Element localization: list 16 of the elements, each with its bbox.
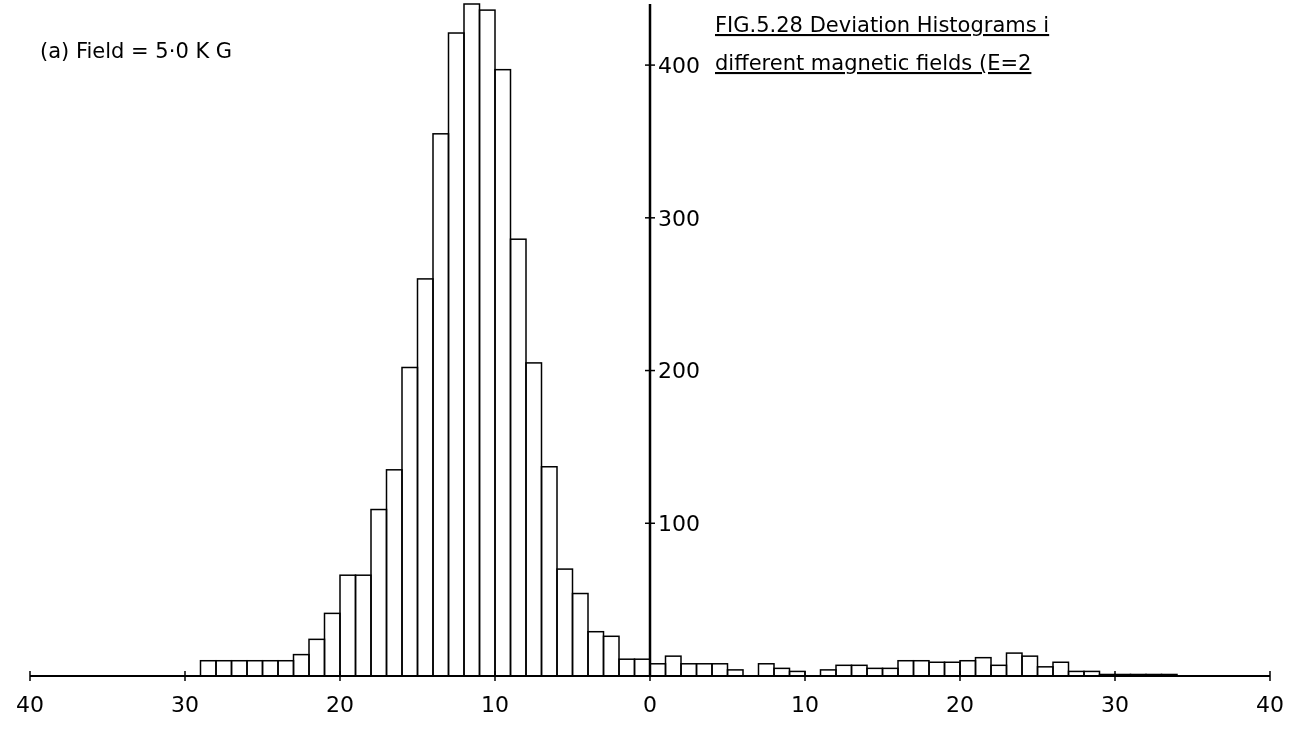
chart-title: FIG.5.28 Deviation Histograms i <box>715 13 1050 37</box>
annotation: (a) Field = 5·0 K G <box>40 39 233 63</box>
x-tick-label: 40 <box>16 692 44 717</box>
x-tick-label: 30 <box>1101 692 1129 717</box>
text: different magnetic fields (E=2 <box>715 51 1032 75</box>
x-tick-label: 0 <box>643 692 657 717</box>
y-tick-label: 400 <box>658 52 700 78</box>
x-tick-label: 10 <box>481 692 509 717</box>
x-tick-label: 10 <box>791 692 819 717</box>
x-tick-label: 20 <box>326 692 354 717</box>
y-tick-label: 200 <box>658 358 700 384</box>
x-tick-label: 30 <box>171 692 199 717</box>
x-tick-label: 40 <box>1256 692 1284 717</box>
x-tick-label: 20 <box>946 692 974 717</box>
y-tick-label: 300 <box>658 205 700 231</box>
y-tick-label: 100 <box>658 510 700 536</box>
